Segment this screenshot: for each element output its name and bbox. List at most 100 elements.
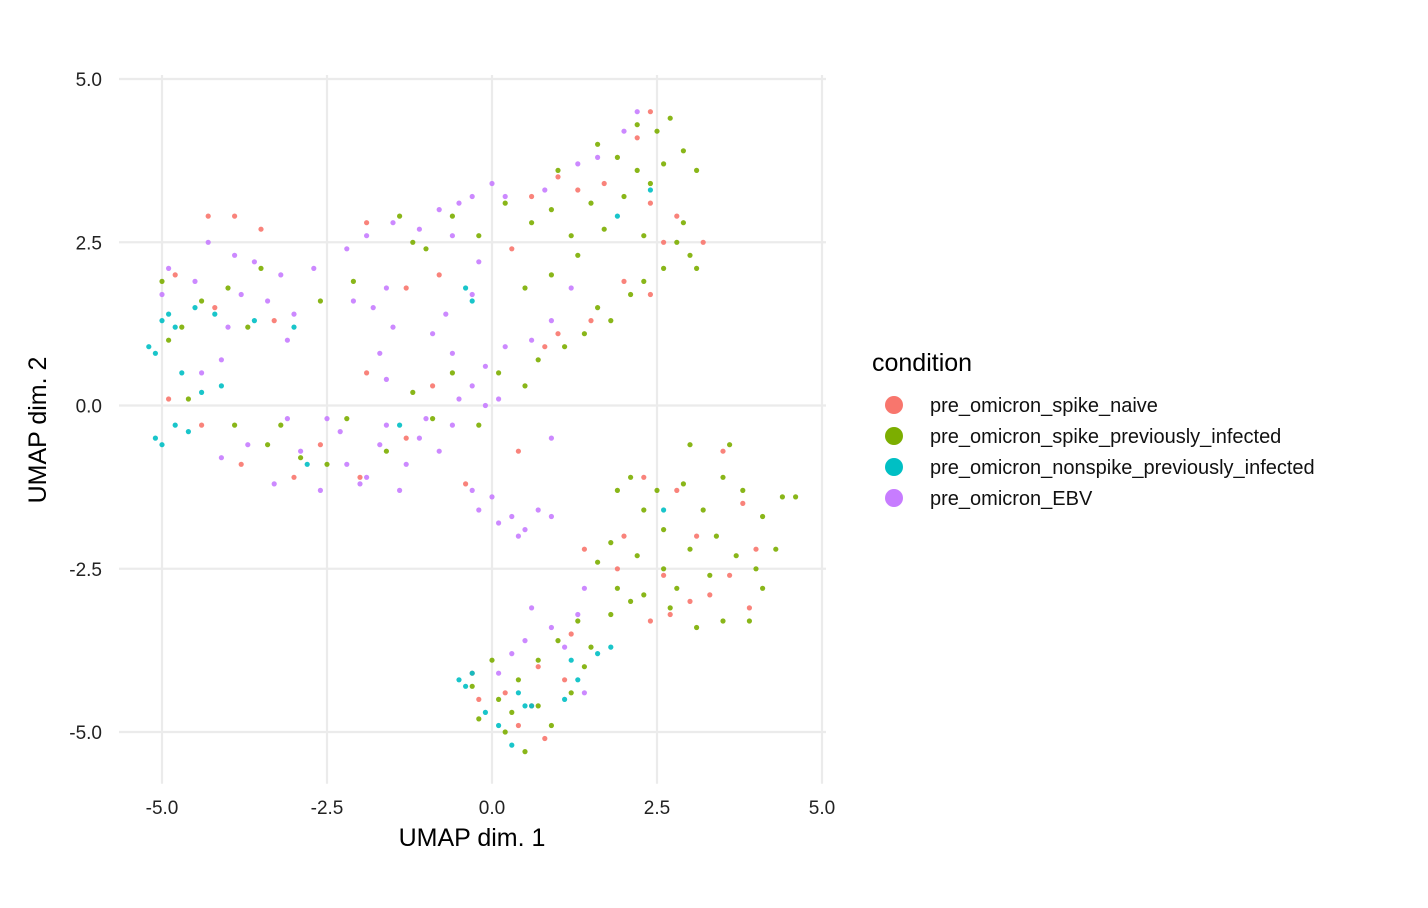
data-point xyxy=(548,435,555,441)
data-point xyxy=(753,546,759,552)
data-point xyxy=(344,246,350,252)
data-point xyxy=(555,638,561,644)
y-tick-label: -5.0 xyxy=(69,723,102,744)
data-point xyxy=(680,481,687,487)
data-point xyxy=(575,187,581,193)
data-point xyxy=(496,696,502,703)
data-point xyxy=(575,677,581,683)
data-point xyxy=(687,598,693,605)
data-point xyxy=(568,657,574,663)
data-point xyxy=(595,559,601,565)
data-point xyxy=(456,677,462,683)
data-point xyxy=(298,455,304,461)
data-point xyxy=(608,611,614,618)
data-point xyxy=(238,291,244,298)
data-point xyxy=(707,572,713,578)
data-point xyxy=(482,363,488,369)
data-point xyxy=(383,376,389,382)
data-point xyxy=(687,252,693,258)
data-point xyxy=(192,305,198,311)
data-point xyxy=(469,487,475,493)
x-tick-label: -2.5 xyxy=(311,798,344,819)
data-point xyxy=(199,389,205,395)
data-point xyxy=(436,207,442,213)
data-point xyxy=(509,709,515,716)
data-point xyxy=(522,527,528,533)
data-point xyxy=(621,128,627,134)
data-point xyxy=(522,703,528,709)
data-point xyxy=(555,331,561,337)
data-point xyxy=(238,461,244,467)
data-point xyxy=(218,383,224,389)
data-point xyxy=(634,135,640,141)
data-point xyxy=(634,553,640,559)
data-point xyxy=(496,722,502,729)
data-point xyxy=(641,233,647,239)
data-point xyxy=(436,272,442,278)
data-point xyxy=(713,533,720,539)
data-point xyxy=(443,311,449,317)
data-point xyxy=(476,422,482,428)
data-point xyxy=(317,487,323,493)
data-point xyxy=(357,481,363,487)
data-point xyxy=(410,239,416,245)
data-point xyxy=(753,566,759,572)
data-point xyxy=(581,664,588,670)
data-point xyxy=(529,337,535,343)
data-point xyxy=(581,690,588,696)
data-point xyxy=(588,200,594,206)
data-point xyxy=(687,442,693,448)
data-point xyxy=(568,285,574,291)
data-point xyxy=(364,233,370,239)
grid-lines xyxy=(119,75,826,784)
data-point xyxy=(502,344,508,350)
data-point xyxy=(661,161,667,167)
data-point xyxy=(383,448,389,454)
data-point xyxy=(403,461,409,467)
legend-title: condition xyxy=(872,349,972,377)
data-point xyxy=(496,396,502,402)
y-tick-label: -2.5 xyxy=(69,560,102,581)
data-point xyxy=(628,291,634,298)
x-tick-label: 0.0 xyxy=(479,798,505,819)
data-point xyxy=(674,213,680,219)
data-point xyxy=(707,592,713,598)
data-point xyxy=(562,644,568,650)
data-point xyxy=(430,383,436,389)
data-point xyxy=(522,638,528,644)
data-point xyxy=(562,677,568,683)
series-pre_omicron_EBV xyxy=(159,109,640,696)
data-point xyxy=(317,298,323,304)
y-axis-ticks: 5.0 2.5 0.0 -2.5 -5.0 xyxy=(69,70,102,744)
data-point xyxy=(746,618,753,624)
data-point xyxy=(581,546,588,552)
data-point xyxy=(793,494,799,500)
data-point xyxy=(694,624,700,631)
data-point xyxy=(146,344,152,350)
data-point xyxy=(535,703,541,709)
data-point xyxy=(502,729,508,735)
data-point xyxy=(760,513,766,520)
data-point xyxy=(555,167,561,173)
data-point xyxy=(529,605,535,611)
data-point xyxy=(522,285,528,291)
data-point xyxy=(502,193,508,200)
data-point xyxy=(654,128,660,134)
data-point xyxy=(647,618,654,624)
data-point xyxy=(502,690,508,696)
data-point xyxy=(515,722,522,729)
data-point xyxy=(449,422,455,428)
data-point xyxy=(218,357,224,363)
data-point xyxy=(641,592,647,598)
data-point xyxy=(469,670,475,676)
data-point xyxy=(185,396,191,402)
data-point xyxy=(680,220,687,226)
legend: condition pre_omicron_spike_naivepre_omi… xyxy=(872,349,1315,510)
data-point xyxy=(720,448,726,454)
data-point xyxy=(172,272,178,278)
data-point xyxy=(436,448,442,454)
data-point xyxy=(509,651,515,657)
data-point xyxy=(608,318,614,324)
legend-key-2 xyxy=(885,427,903,445)
data-point xyxy=(588,318,594,324)
